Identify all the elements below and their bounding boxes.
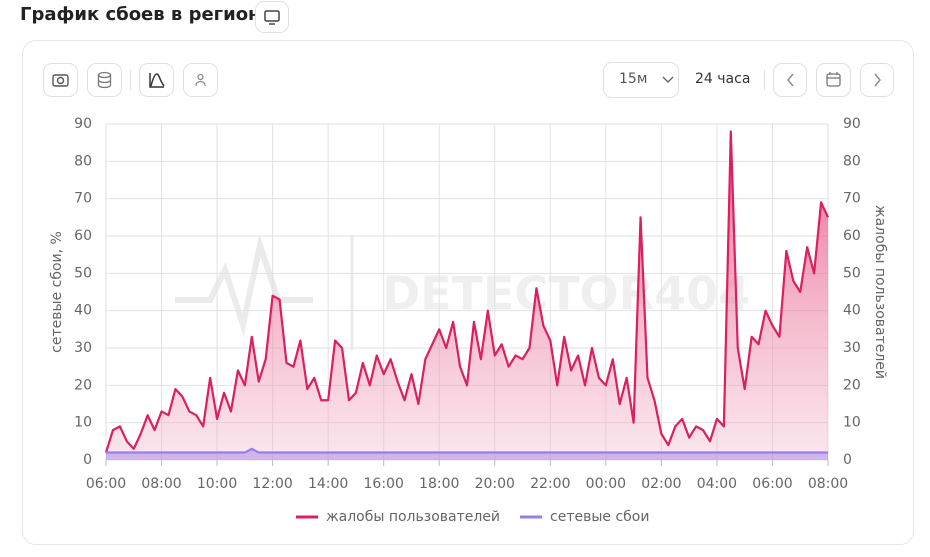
chart-card (22, 40, 914, 545)
range-label: 24 часа (695, 71, 751, 87)
icon (787, 73, 794, 87)
screen-button[interactable] (255, 1, 289, 33)
icon (826, 72, 841, 87)
icon (874, 73, 881, 87)
icon (264, 10, 280, 25)
chart-mode-button[interactable] (139, 63, 174, 97)
page-title: График сбоев в регионе (20, 4, 273, 25)
screenshot-button[interactable] (43, 63, 78, 97)
user-button[interactable] (183, 63, 218, 97)
interval-value: 15м (619, 71, 648, 87)
icon (195, 73, 206, 87)
next-button[interactable] (860, 63, 894, 97)
prev-button[interactable] (773, 63, 807, 97)
icon (149, 73, 165, 88)
icon (52, 74, 69, 87)
database-button[interactable] (87, 63, 122, 97)
separator (130, 70, 131, 90)
calendar-button[interactable] (816, 63, 851, 97)
separator (764, 70, 765, 90)
icon (97, 71, 112, 89)
icon (662, 76, 674, 83)
interval-select[interactable]: 15м (603, 62, 679, 98)
